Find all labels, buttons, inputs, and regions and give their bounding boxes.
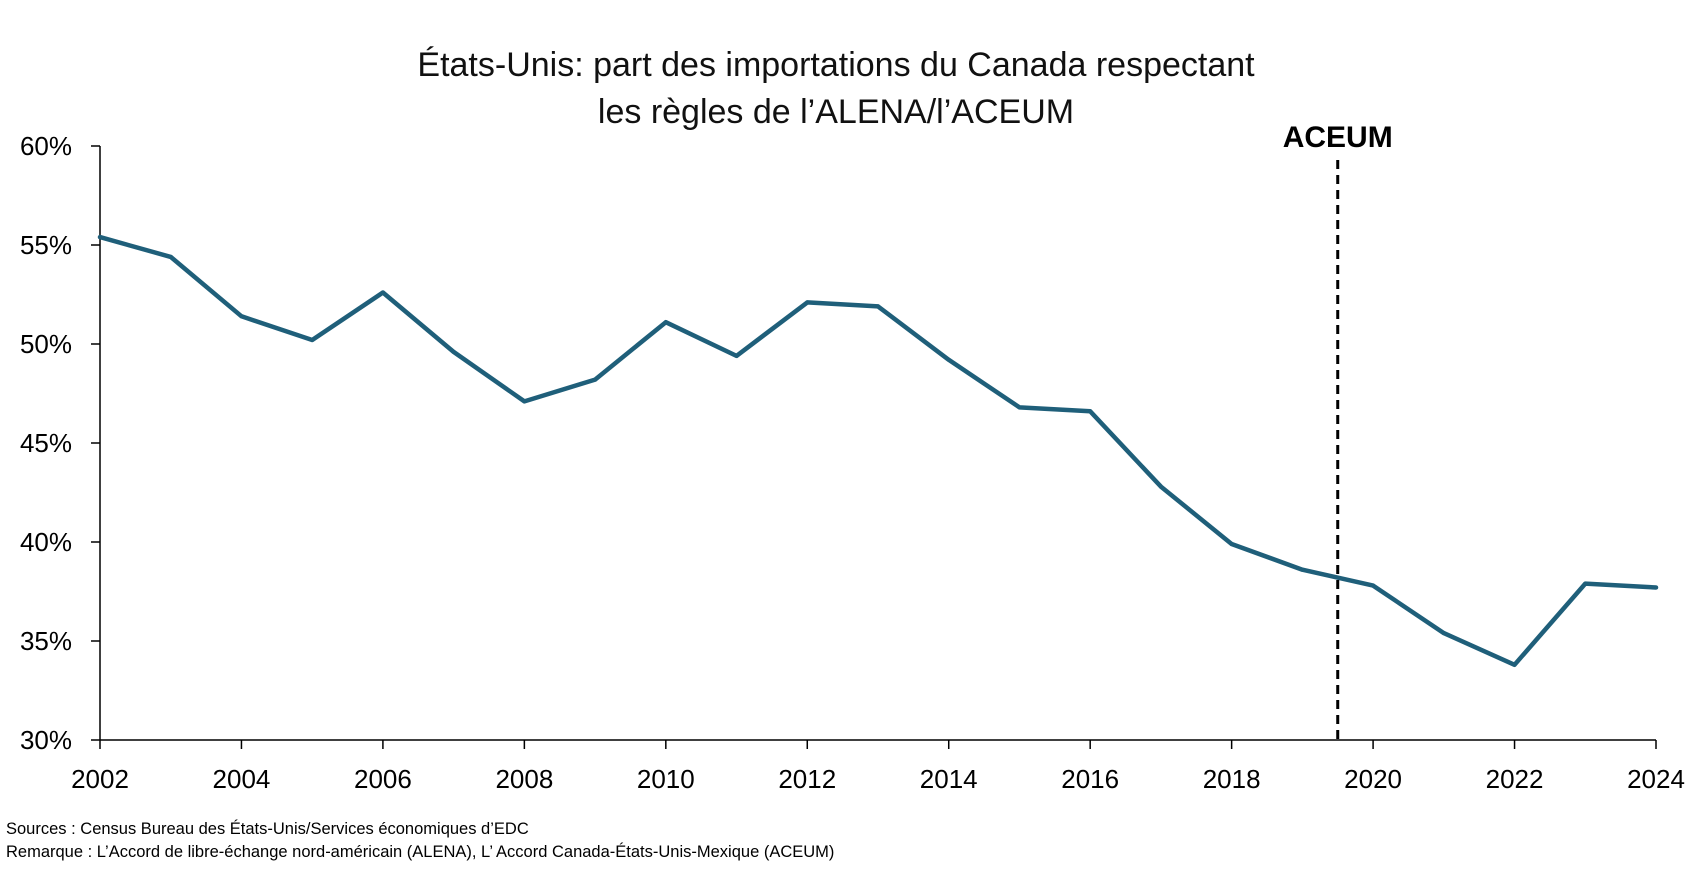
- x-tick-label: 2010: [637, 764, 695, 794]
- x-tick-label: 2024: [1627, 764, 1685, 794]
- y-tick-label: 45%: [20, 428, 72, 458]
- x-tick-label: 2016: [1061, 764, 1119, 794]
- x-tick-label: 2004: [213, 764, 271, 794]
- data-point: [1371, 583, 1376, 588]
- annotation-label: ACEUM: [1283, 121, 1393, 154]
- data-point: [1229, 542, 1234, 546]
- annotations: ACEUM: [1283, 121, 1393, 740]
- note-text: Remarque : L’Accord de libre-échange nor…: [6, 843, 835, 861]
- data-point: [1017, 405, 1022, 410]
- sources-text: Sources : Census Bureau des États-Unis/S…: [6, 820, 529, 838]
- data-point: [876, 304, 880, 309]
- data-point: [805, 300, 810, 305]
- y-tick-label: 60%: [20, 131, 72, 161]
- y-tick-label: 55%: [20, 230, 72, 260]
- x-tick-label: 2006: [354, 764, 412, 794]
- data-point: [1512, 662, 1517, 667]
- data-point: [1158, 484, 1163, 489]
- x-tick-label: 2002: [71, 764, 129, 794]
- y-tick-label: 40%: [20, 527, 72, 557]
- x-tick-label: 2012: [778, 764, 836, 794]
- data-point: [734, 353, 739, 358]
- data-point: [239, 314, 244, 319]
- data-point: [380, 290, 385, 295]
- footer-notes: Sources : Census Bureau des États-Unis/S…: [6, 818, 834, 864]
- y-tick-label: 35%: [20, 626, 72, 656]
- x-tick-label: 2020: [1344, 764, 1402, 794]
- data-point: [1300, 567, 1305, 572]
- data-point: [1583, 581, 1588, 586]
- data-point: [522, 399, 527, 404]
- y-tick-label: 30%: [20, 725, 72, 755]
- x-tick-label: 2008: [495, 764, 553, 794]
- chart-title-line-2: les règles de l’ALENA/l’ACEUM: [598, 93, 1074, 131]
- data-point: [946, 357, 951, 362]
- data-point: [98, 235, 102, 240]
- series-marks: [97, 234, 1659, 668]
- data-point: [593, 377, 598, 382]
- data-point: [1441, 631, 1446, 636]
- data-point: [663, 320, 668, 325]
- data-point: [310, 338, 315, 342]
- data-point: [1654, 585, 1658, 590]
- data-point: [168, 254, 173, 259]
- y-tick-label: 50%: [20, 329, 72, 359]
- axes: [91, 145, 1657, 749]
- x-tick-label: 2022: [1486, 764, 1544, 794]
- data-point: [451, 349, 456, 354]
- x-tick-label: 2018: [1203, 764, 1261, 794]
- x-tick-label: 2014: [920, 764, 978, 794]
- data-point: [1088, 409, 1093, 414]
- tick-labels: 30% 35% 40% 45% 50% 55% 60% 2002 2004 2006 2008 201…: [20, 131, 1685, 794]
- series-line-0: [97, 234, 1659, 668]
- chart-title-line-1: États-Unis: part des importations du Can…: [417, 46, 1255, 84]
